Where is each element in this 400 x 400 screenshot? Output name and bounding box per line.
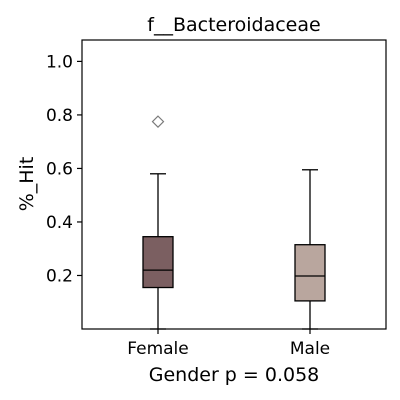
x-tick-label: Female bbox=[127, 339, 188, 359]
y-axis-label: %_Hit bbox=[16, 157, 38, 212]
y-tick-label: 0.4 bbox=[46, 213, 73, 233]
plot-area bbox=[77, 60, 326, 334]
box-iqr bbox=[142, 236, 174, 289]
y-tick-label: 0.8 bbox=[46, 106, 73, 126]
y-tick-label: 1.0 bbox=[46, 52, 73, 72]
y-tick-label: 0.2 bbox=[46, 266, 73, 286]
box-iqr bbox=[294, 244, 326, 302]
y-tick-label: 0.6 bbox=[46, 159, 73, 179]
outlier-point bbox=[151, 115, 165, 128]
x-axis-label: Gender p = 0.058 bbox=[149, 364, 320, 386]
box-group-male bbox=[294, 169, 326, 330]
chart-title: f__Bacteroidaceae bbox=[147, 14, 320, 36]
box-group-female bbox=[142, 115, 174, 330]
plot-frame bbox=[81, 39, 387, 330]
x-tick-label: Male bbox=[290, 339, 330, 359]
